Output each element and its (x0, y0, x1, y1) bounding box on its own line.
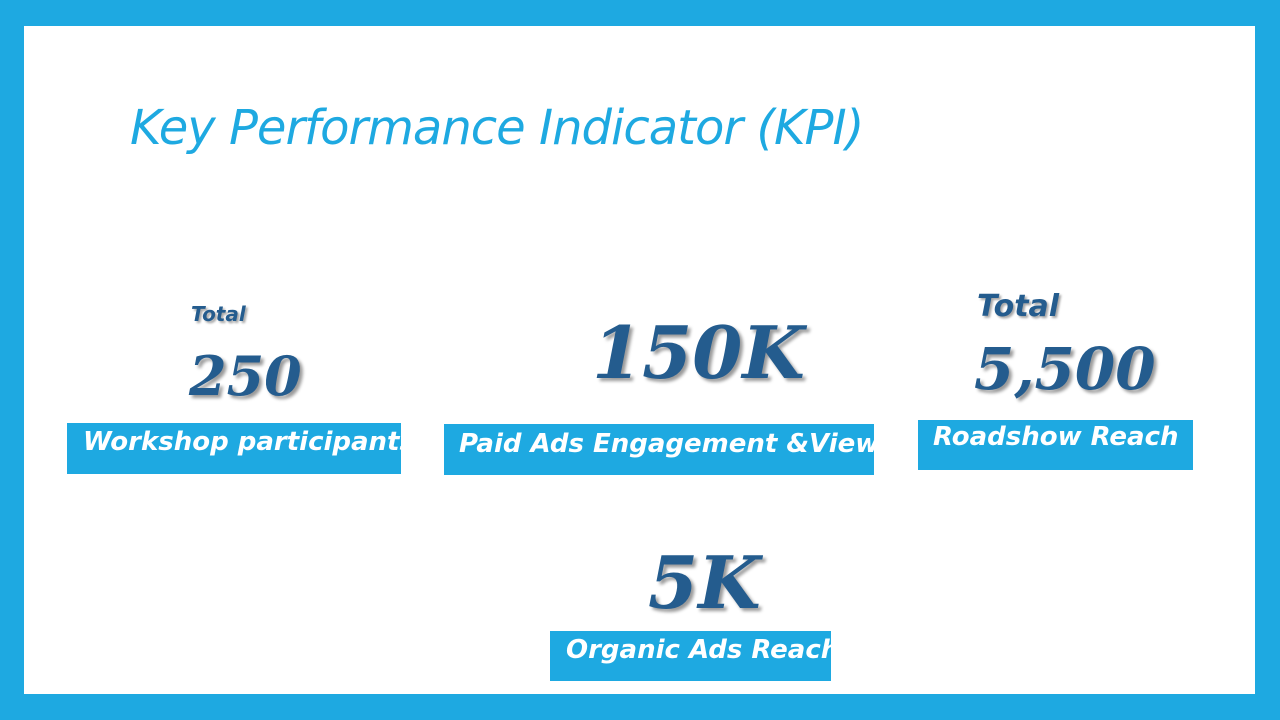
slide-title: Key Performance Indicator (KPI) (130, 100, 864, 156)
kpi-paid-ads-label: Paid Ads Engagement &Views (444, 424, 895, 475)
slide-canvas: Key Performance Indicator (KPI) Total 25… (24, 26, 1255, 694)
kpi-workshop-label: Workshop participants (67, 423, 415, 474)
kpi-roadshow-label: Roadshow Reach (918, 420, 1193, 470)
kpi-roadshow-prefix: Total (977, 289, 1060, 324)
kpi-roadshow-value: 5,500 (974, 335, 1156, 403)
kpi-workshop-prefix: Total (191, 302, 246, 326)
kpi-organic-label: Organic Ads Reach (550, 631, 839, 681)
kpi-workshop-value: 250 (189, 344, 302, 408)
kpi-paid-ads-value: 150K (592, 310, 805, 395)
kpi-organic-value: 5K (648, 540, 761, 625)
